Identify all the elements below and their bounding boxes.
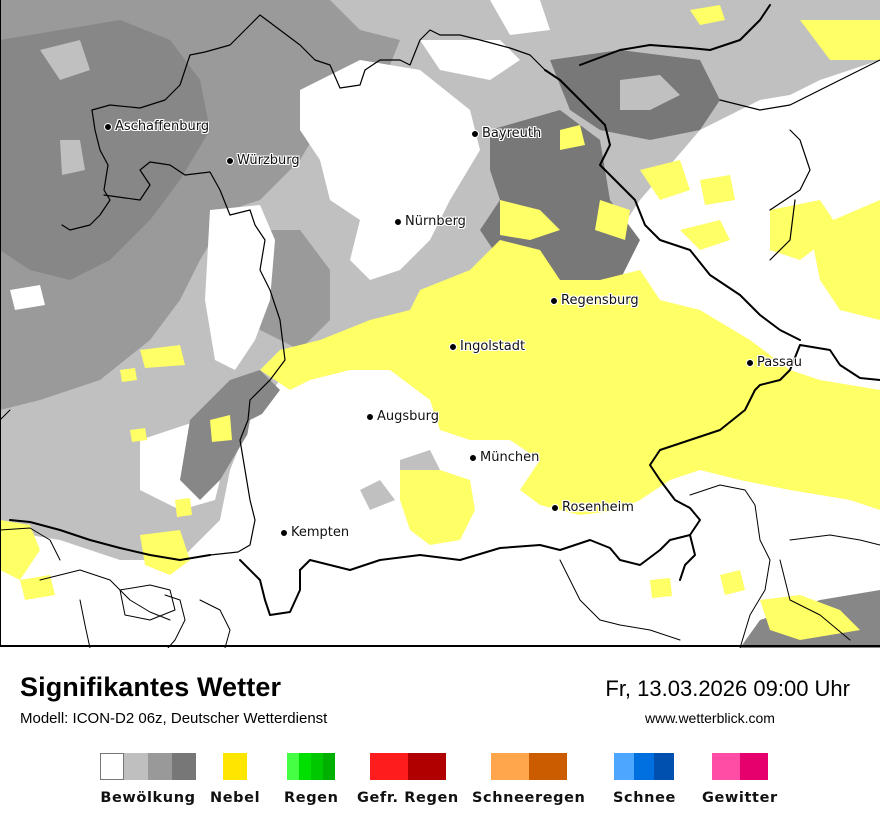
swatch-cloud-none xyxy=(100,753,124,780)
swatch-sleet-1 xyxy=(490,753,529,780)
city-dot-icon xyxy=(394,217,402,226)
city-dot-icon xyxy=(366,412,374,421)
swatch-cloud-dark xyxy=(172,753,196,780)
legend-label: Gefr. Regen xyxy=(357,790,459,806)
city-passau: Passau xyxy=(746,355,802,370)
city-label: Augsburg xyxy=(377,409,440,424)
forecast-datetime: Fr, 13.03.2026 09:00 Uhr xyxy=(605,676,850,701)
swatch-rain-2 xyxy=(299,753,312,780)
legend: Bewölkung Nebel Regen Gefr. Regen Schnee… xyxy=(0,753,880,823)
legend-label: Nebel xyxy=(210,790,261,806)
borders-layer xyxy=(0,4,880,648)
swatch-rain-1 xyxy=(287,753,300,780)
city-label: Würzburg xyxy=(237,153,300,168)
swatch-cloud-light xyxy=(124,753,148,780)
city-dot-icon xyxy=(746,358,754,367)
legend-item-schnee: Schnee xyxy=(613,753,676,806)
city-label: Nürnberg xyxy=(405,214,466,229)
swatch-thunderstorm-1 xyxy=(711,753,740,780)
legend-item-gefr-regen: Gefr. Regen xyxy=(357,753,459,806)
swatch-rain-3 xyxy=(311,753,324,780)
city-label: Rosenheim xyxy=(562,500,634,515)
legend-item-schneeregen: Schneeregen xyxy=(472,753,585,806)
legend-item-nebel: Nebel xyxy=(210,753,260,806)
city-kempten: Kempten xyxy=(280,525,349,540)
swatch-rain-4 xyxy=(323,753,336,780)
legend-swatches xyxy=(287,753,336,780)
legend-swatches xyxy=(210,753,260,780)
legend-item-regen: Regen xyxy=(284,753,339,806)
legend-swatches xyxy=(369,753,446,780)
city-dot-icon xyxy=(550,296,558,305)
city-ingolstadt: Ingolstadt xyxy=(449,339,525,354)
legend-label: Gewitter xyxy=(702,790,778,806)
legend-swatches xyxy=(100,753,196,780)
legend-label: Schneeregen xyxy=(472,790,586,806)
city-augsburg: Augsburg xyxy=(366,409,439,424)
weather-map: Aschaffenburg Würzburg Bayreuth Nürnberg… xyxy=(0,0,880,648)
city-label: Passau xyxy=(757,355,802,370)
fog-layer xyxy=(0,5,880,640)
legend-label: Regen xyxy=(284,790,339,806)
city-dot-icon xyxy=(104,122,112,131)
city-bayreuth: Bayreuth xyxy=(471,126,541,141)
city-label: München xyxy=(480,450,540,465)
swatch-snow-1 xyxy=(614,753,635,780)
swatch-freezing-rain-1 xyxy=(369,753,408,780)
swatch-fog xyxy=(223,753,248,780)
city-nuernberg: Nürnberg xyxy=(394,214,466,229)
city-wuerzburg: Würzburg xyxy=(226,153,300,168)
legend-item-bewoelkung: Bewölkung xyxy=(100,753,196,806)
swatch-cloud-medium xyxy=(148,753,172,780)
legend-swatches xyxy=(490,753,567,780)
city-rosenheim: Rosenheim xyxy=(551,500,634,515)
city-label: Kempten xyxy=(291,525,350,540)
model-source: Modell: ICON-D2 06z, Deutscher Wetterdie… xyxy=(20,710,328,727)
city-label: Ingolstadt xyxy=(460,339,526,354)
city-dot-icon xyxy=(551,503,559,512)
city-label: Aschaffenburg xyxy=(115,119,210,134)
legend-label: Bewölkung xyxy=(100,790,196,806)
city-dot-icon xyxy=(226,156,234,165)
city-label: Regensburg xyxy=(561,293,639,308)
swatch-snow-2 xyxy=(634,753,655,780)
chart-title: Signifikantes Wetter xyxy=(20,672,282,702)
swatch-freezing-rain-2 xyxy=(407,753,446,780)
swatch-thunderstorm-2 xyxy=(739,753,768,780)
city-label: Bayreuth xyxy=(482,126,542,141)
city-regensburg: Regensburg xyxy=(550,293,639,308)
legend-swatches xyxy=(711,753,768,780)
city-dot-icon xyxy=(469,453,477,462)
swatch-snow-3 xyxy=(654,753,675,780)
city-muenchen: München xyxy=(469,450,539,465)
legend-label: Schnee xyxy=(613,790,676,806)
map-layer xyxy=(0,0,880,648)
city-dot-icon xyxy=(449,342,457,351)
legend-swatches xyxy=(614,753,675,780)
city-dot-icon xyxy=(280,528,288,537)
website-link[interactable]: www.wetterblick.com xyxy=(645,710,775,726)
city-aschaffenburg: Aschaffenburg xyxy=(104,119,209,134)
swatch-sleet-2 xyxy=(528,753,567,780)
city-dot-icon xyxy=(471,129,479,138)
legend-item-gewitter: Gewitter xyxy=(702,753,778,806)
